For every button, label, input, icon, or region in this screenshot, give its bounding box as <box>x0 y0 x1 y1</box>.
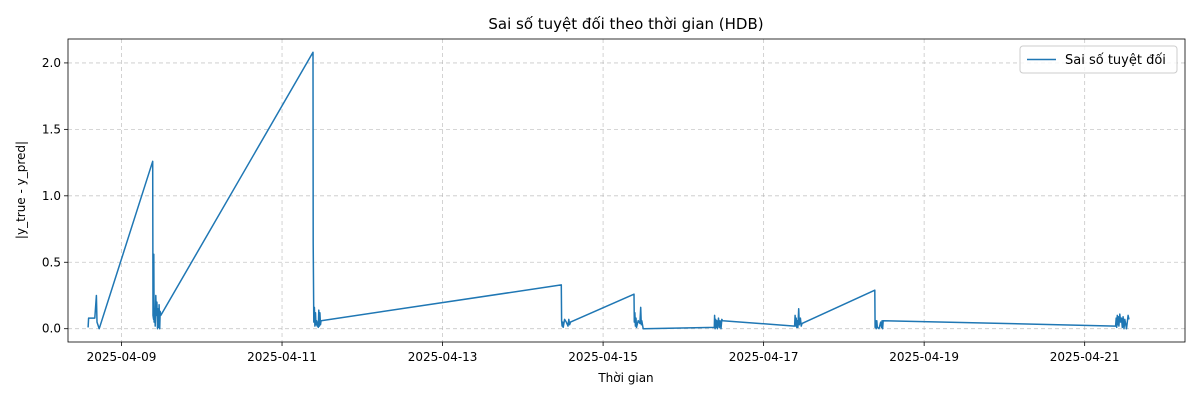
y-axis: 0.0 0.5 1.0 1.5 2.0 <box>42 56 68 336</box>
x-tick-label: 2025-04-11 <box>247 350 317 364</box>
y-tick-label: 1.0 <box>42 189 61 203</box>
x-tick-label: 2025-04-09 <box>87 350 157 364</box>
y-axis-title: |y_true - y_pred| <box>14 141 28 239</box>
y-tick-label: 0.5 <box>42 255 61 269</box>
grid <box>68 39 1185 342</box>
plot-frame <box>67 38 1186 343</box>
x-tick-label: 2025-04-19 <box>889 350 959 364</box>
x-tick-label: 2025-04-21 <box>1050 350 1120 364</box>
legend-label: Sai số tuyệt đối <box>1065 53 1166 68</box>
x-tick-label: 2025-04-13 <box>408 350 478 364</box>
x-tick-label: 2025-04-17 <box>729 350 799 364</box>
x-tick-label: 2025-04-15 <box>568 350 638 364</box>
legend-box <box>1019 45 1178 74</box>
series-layer <box>87 51 1130 330</box>
y-tick-label: 0.0 <box>42 322 61 336</box>
x-axis: 2025-04-09 2025-04-11 2025-04-13 2025-04-15… <box>87 342 1120 364</box>
y-tick-label: 1.5 <box>42 122 61 136</box>
chart-title: Sai số tuyệt đối theo thời gian (HDB) <box>488 15 763 33</box>
y-tick-label: 2.0 <box>42 56 61 70</box>
legend: Sai số tuyệt đối <box>1019 45 1178 74</box>
x-axis-title: Thời gian <box>597 371 653 385</box>
series-line-0 <box>87 51 1130 330</box>
